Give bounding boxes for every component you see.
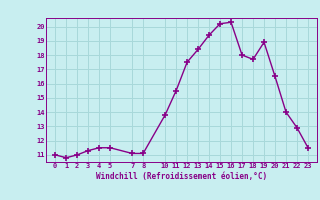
X-axis label: Windchill (Refroidissement éolien,°C): Windchill (Refroidissement éolien,°C)	[96, 172, 267, 181]
